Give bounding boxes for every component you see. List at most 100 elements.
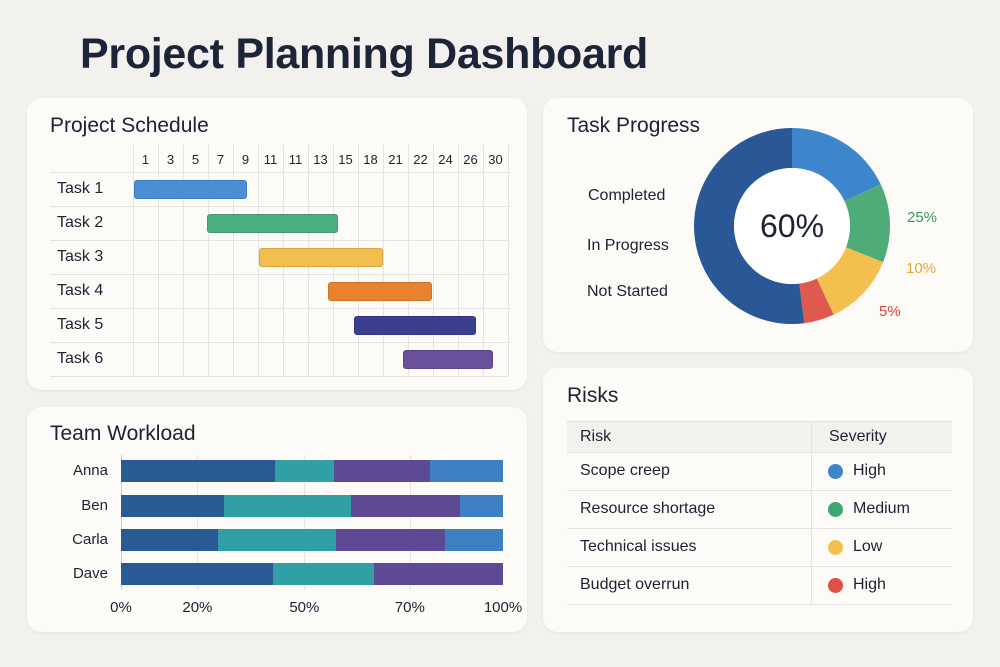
grid-line-vertical	[158, 145, 159, 376]
row-divider	[567, 566, 952, 567]
header-severity: Severity	[829, 428, 887, 445]
data-label-5: 5%	[879, 303, 901, 320]
workload-segment	[274, 460, 335, 482]
workload-segment	[218, 529, 337, 551]
grid-line-vertical	[408, 145, 409, 376]
grid-line-vertical	[183, 145, 184, 376]
grid-line-vertical	[458, 145, 459, 376]
task-bar	[403, 350, 493, 369]
workload-segment	[350, 495, 461, 517]
workload-segment	[121, 529, 219, 551]
x-tick-label: 70%	[394, 599, 425, 616]
grid-line-vertical	[233, 145, 234, 376]
grid-line-vertical	[197, 455, 199, 590]
donut-slice	[693, 128, 805, 324]
task-label: Task 4	[57, 282, 104, 299]
task-label: Task 2	[57, 214, 104, 231]
person-label: Dave	[72, 565, 108, 582]
workload-segment	[273, 563, 375, 585]
risks-title: Risks	[567, 384, 619, 407]
grid-line-vertical	[409, 455, 411, 590]
task-bar	[259, 248, 383, 267]
x-tick-label: 0%	[110, 599, 132, 616]
task-bar	[207, 214, 338, 233]
grid-line-vertical	[208, 145, 209, 376]
data-label-10: 10%	[906, 260, 937, 277]
donut-slice	[816, 247, 884, 315]
x-tick-label: 24	[438, 152, 453, 167]
severity-dot-icon	[828, 502, 843, 517]
row-divider	[567, 490, 952, 491]
severity-label: Low	[853, 538, 883, 555]
page-title: Project Planning Dashboard	[80, 30, 649, 78]
header-risk: Risk	[580, 428, 612, 445]
donut-slice	[799, 278, 834, 324]
workload-segment	[374, 563, 503, 585]
risks-card	[543, 368, 973, 632]
x-tick-label: 13	[313, 152, 328, 167]
grid-line-vertical	[133, 145, 134, 376]
progress-title: Task Progress	[567, 114, 701, 137]
task-label: Task 5	[57, 316, 104, 333]
workload-segment	[429, 460, 503, 482]
donut-center-label: 60%	[759, 208, 825, 244]
severity-label: High	[853, 576, 886, 593]
legend-not-started: Not Started	[587, 283, 668, 300]
team-workload-card	[27, 407, 527, 632]
workload-segment	[223, 495, 351, 517]
row-divider	[567, 452, 952, 453]
grid-line-horizontal	[50, 172, 508, 173]
person-label: Anna	[72, 462, 108, 479]
x-tick-label: 30	[488, 152, 503, 167]
column-divider	[811, 421, 812, 605]
workload-segment	[121, 495, 224, 517]
severity-dot-icon	[828, 464, 843, 479]
workload-segment	[121, 460, 275, 482]
task-bar	[354, 316, 476, 335]
workload-title: Team Workload	[50, 422, 196, 445]
workload-segment	[460, 495, 503, 517]
x-tick-label: 22	[413, 152, 428, 167]
risk-name: Technical issues	[580, 538, 697, 555]
x-tick-label: 50%	[289, 599, 320, 616]
schedule-title: Project Schedule	[50, 114, 209, 137]
grid-line-horizontal	[50, 342, 508, 343]
risks-table-header	[567, 421, 952, 452]
x-tick-label: 5	[191, 152, 200, 167]
grid-line-vertical	[483, 145, 484, 376]
grid-line-vertical	[258, 145, 259, 376]
grid-line-vertical	[383, 145, 384, 376]
grid-line-horizontal	[50, 240, 508, 241]
task-label: Task 1	[57, 180, 104, 197]
grid-line-vertical	[433, 145, 434, 376]
risk-name: Scope creep	[580, 462, 670, 479]
severity-label: Medium	[853, 500, 910, 517]
x-tick-label: 11	[263, 152, 278, 167]
task-bar	[134, 180, 247, 199]
data-label-25: 25%	[907, 209, 938, 226]
grid-line-horizontal	[50, 376, 508, 377]
workload-segment	[445, 529, 503, 551]
person-label: Carla	[72, 531, 108, 548]
grid-line-vertical	[508, 145, 509, 376]
task-label: Task 3	[57, 248, 104, 265]
x-tick-label: 15	[338, 152, 353, 167]
donut-slice	[844, 184, 890, 263]
x-tick-label: 3	[166, 152, 175, 167]
x-tick-label: 11	[288, 152, 303, 167]
task-bar	[328, 282, 432, 301]
workload-segment	[121, 563, 274, 585]
donut-slice	[792, 128, 881, 202]
project-schedule-card	[27, 98, 527, 390]
risk-name: Resource shortage	[580, 500, 716, 517]
x-tick-label: 1	[141, 152, 150, 167]
x-tick-label: 9	[241, 152, 250, 167]
x-tick-label: 20%	[182, 599, 213, 616]
x-tick-label: 100%	[483, 599, 523, 616]
legend-in-progress: In Progress	[587, 237, 669, 254]
person-label: Ben	[81, 497, 108, 514]
donut-hole	[734, 168, 850, 284]
row-divider	[567, 528, 952, 529]
risk-name: Budget overrun	[580, 576, 690, 593]
